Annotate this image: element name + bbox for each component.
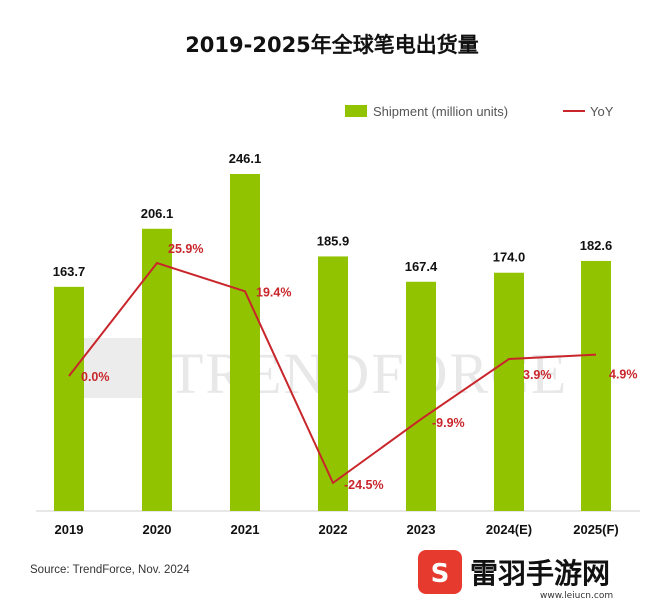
legend: Shipment (million units) YoY	[345, 104, 614, 119]
x-tick-label: 2022	[319, 522, 348, 537]
bar-value-label: 246.1	[229, 151, 262, 166]
yoy-value-label: 0.0%	[81, 370, 110, 384]
bar-2021	[230, 174, 260, 511]
yoy-value-label: 3.9%	[523, 368, 552, 382]
watermark-logo-block	[72, 338, 148, 398]
legend-bar-label: Shipment (million units)	[373, 104, 508, 119]
x-tick-label: 2019	[55, 522, 84, 537]
yoy-value-label: -24.5%	[344, 478, 384, 492]
x-tick-label: 2020	[143, 522, 172, 537]
yoy-value-labels: 0.0% 25.9% 19.4% -24.5% -9.9% 3.9% 4.9%	[81, 242, 638, 492]
x-tick-labels: 2019 2020 2021 2022 2023 2024(E) 2025(F)	[55, 522, 619, 537]
bar-value-label: 185.9	[317, 233, 350, 248]
bar-value-labels: 163.7 206.1 246.1 185.9 167.4 174.0 182.6	[53, 151, 613, 279]
yoy-line	[68, 261, 597, 485]
chart-title: 2019-2025年全球笔电出货量	[185, 33, 479, 57]
bar-2020	[142, 228, 172, 511]
bar-value-label: 163.7	[53, 264, 86, 279]
x-tick-label: 2021	[231, 522, 260, 537]
yoy-value-label: 4.9%	[609, 368, 638, 382]
bar-value-label: 182.6	[580, 238, 613, 253]
x-tick-label: 2025(F)	[573, 522, 619, 537]
bar-2025(F)	[581, 260, 611, 511]
yoy-value-label: 25.9%	[168, 242, 203, 256]
site-badge: S 雷羽手游网 www.leiucn.com	[418, 550, 613, 601]
source-note: Source: TrendForce, Nov. 2024	[30, 564, 190, 576]
yoy-line-group	[68, 261, 597, 485]
x-tick-label: 2024(E)	[486, 522, 532, 537]
yoy-value-label: 19.4%	[256, 285, 291, 299]
site-logo-box	[418, 550, 462, 594]
bar-2023	[406, 281, 436, 511]
bar-value-label: 206.1	[141, 206, 174, 221]
legend-bar-swatch	[345, 105, 367, 117]
bar-value-label: 174.0	[493, 250, 526, 265]
x-tick-label: 2023	[407, 522, 436, 537]
yoy-value-label: -9.9%	[432, 416, 465, 430]
site-logo-glyph: S	[431, 559, 450, 589]
site-name: 雷羽手游网	[470, 557, 610, 590]
bar-2024(E)	[494, 272, 524, 511]
bar-value-label: 167.4	[405, 259, 438, 274]
bar-2022	[318, 256, 348, 511]
site-url: www.leiucn.com	[540, 591, 613, 601]
bar-2019	[54, 286, 84, 511]
legend-line-label: YoY	[590, 104, 614, 119]
